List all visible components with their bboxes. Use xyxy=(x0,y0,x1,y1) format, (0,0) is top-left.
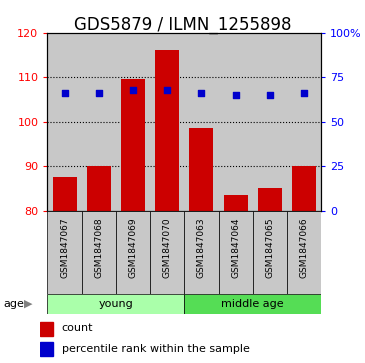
Bar xyxy=(121,79,145,211)
Text: middle age: middle age xyxy=(222,299,284,309)
Bar xyxy=(47,294,184,314)
Text: GSM1847069: GSM1847069 xyxy=(128,217,138,278)
Text: GSM1847068: GSM1847068 xyxy=(94,217,103,278)
Bar xyxy=(155,50,179,211)
Bar xyxy=(184,294,321,314)
Point xyxy=(96,90,102,96)
Bar xyxy=(219,33,253,211)
Text: GSM1847065: GSM1847065 xyxy=(265,217,274,278)
Bar xyxy=(253,33,287,211)
Text: age: age xyxy=(4,299,24,309)
Bar xyxy=(82,33,116,211)
Bar xyxy=(116,33,150,211)
Bar xyxy=(184,33,219,211)
Point xyxy=(301,90,307,96)
Point xyxy=(233,92,239,98)
Text: GSM1847064: GSM1847064 xyxy=(231,217,240,278)
Bar xyxy=(40,322,53,335)
Bar xyxy=(189,128,214,211)
Point xyxy=(199,90,204,96)
Text: GSM1847070: GSM1847070 xyxy=(163,217,172,278)
Bar xyxy=(82,211,116,294)
Bar xyxy=(150,211,184,294)
Bar xyxy=(47,211,82,294)
Bar xyxy=(40,342,53,356)
Text: ▶: ▶ xyxy=(24,299,32,309)
Point xyxy=(62,90,68,96)
Bar xyxy=(184,211,219,294)
Point xyxy=(164,87,170,93)
Bar xyxy=(224,195,247,211)
Bar xyxy=(258,188,282,211)
Bar xyxy=(219,211,253,294)
Bar xyxy=(47,33,82,211)
Bar xyxy=(87,166,111,211)
Text: young: young xyxy=(99,299,133,309)
Text: GSM1847066: GSM1847066 xyxy=(300,217,308,278)
Bar xyxy=(287,33,321,211)
Text: GDS5879 / ILMN_1255898: GDS5879 / ILMN_1255898 xyxy=(74,16,291,34)
Bar xyxy=(253,211,287,294)
Text: percentile rank within the sample: percentile rank within the sample xyxy=(62,344,250,354)
Bar xyxy=(292,166,316,211)
Bar xyxy=(287,211,321,294)
Text: GSM1847067: GSM1847067 xyxy=(60,217,69,278)
Point xyxy=(130,87,136,93)
Bar xyxy=(116,211,150,294)
Bar xyxy=(150,33,184,211)
Point xyxy=(267,92,273,98)
Bar xyxy=(53,177,77,211)
Text: count: count xyxy=(62,323,93,333)
Text: GSM1847063: GSM1847063 xyxy=(197,217,206,278)
